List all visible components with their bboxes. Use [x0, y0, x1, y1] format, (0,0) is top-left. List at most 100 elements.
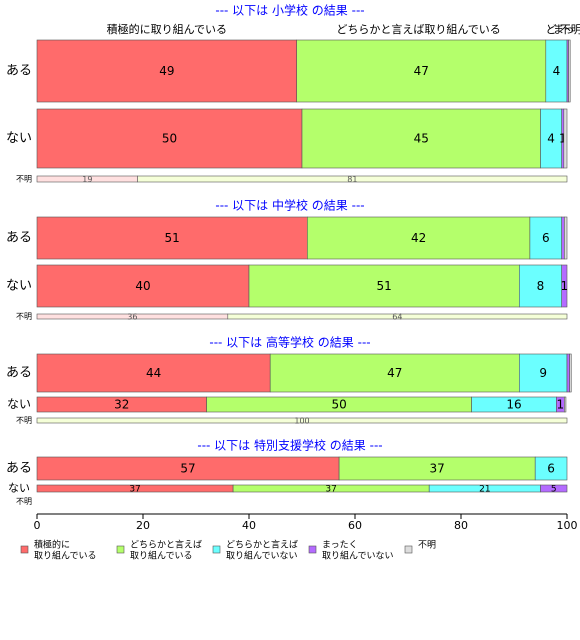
bar-value-label: 1 [561, 279, 569, 293]
bar-segment [36, 108, 303, 169]
bar-value-label: 19 [82, 175, 92, 184]
bar-segment [529, 216, 563, 260]
bar-value-label: 50 [162, 132, 177, 146]
bar-segment [518, 353, 568, 393]
top-category-label: まっ [553, 23, 575, 36]
bar-segment [568, 39, 571, 103]
row-label: 不明 [16, 312, 32, 321]
bar-value-label: 16 [506, 398, 521, 412]
bar-segment [248, 264, 520, 308]
bar-value-label: 37 [325, 485, 336, 495]
bar-value-label: 42 [411, 231, 426, 245]
bar-segment [564, 216, 568, 260]
bar-value-label: 36 [127, 313, 137, 322]
bar-value-label: 32 [114, 398, 129, 412]
bar-value-label: 4 [553, 64, 561, 78]
row-label: ない [7, 397, 31, 411]
row-label: 不明 [16, 497, 32, 506]
row-label: 不明 [16, 175, 32, 184]
bar-segment [227, 313, 568, 320]
bar-value-label: 4 [547, 132, 555, 146]
bar-segment [564, 396, 567, 413]
bar-segment [563, 108, 568, 169]
legend-label: 積極的に [34, 539, 70, 551]
bar-value-label: 50 [331, 398, 346, 412]
row-label: ある [6, 231, 32, 246]
bar-segment [569, 353, 572, 393]
bar-value-label: 37 [129, 485, 140, 495]
bar-value-label: 1 [557, 398, 565, 412]
bar-value-label: 40 [135, 279, 150, 293]
x-axis-tick-label: 60 [348, 519, 362, 532]
legend-label: 取り組んでいる [130, 550, 193, 562]
bar-value-label: 81 [347, 175, 357, 184]
row-label: 不明 [16, 416, 32, 425]
group-title: --- 以下は 高等学校 の結果 --- [209, 335, 370, 350]
bar-value-label: 37 [430, 462, 445, 476]
bar-value-label: 8 [537, 279, 545, 293]
row-label: ない [6, 279, 32, 294]
bar-value-label: 45 [414, 132, 429, 146]
bar-value-label: 47 [387, 366, 402, 380]
legend-label: 取り組んでいない [322, 550, 394, 562]
bar-segment [561, 216, 565, 260]
bar-value-label: 5 [551, 485, 557, 495]
row-label: ない [8, 482, 30, 495]
bar-segment [540, 484, 568, 493]
bar-value-label: 6 [547, 462, 555, 476]
legend-label: どちらかと言えば [226, 539, 298, 551]
legend-swatch [212, 545, 221, 554]
top-category-label: ど [546, 23, 557, 36]
bar-segment [36, 39, 298, 103]
legend-label: 取り組んでいない [226, 550, 298, 562]
bar-segment [566, 353, 570, 393]
bar-value-label: 51 [165, 231, 180, 245]
bar-value-label: 1 [559, 132, 567, 146]
x-axis-tick-label: 100 [557, 519, 578, 532]
group-title: --- 以下は 小学校 の結果 --- [215, 3, 364, 18]
bar-segment [561, 264, 568, 308]
bar-segment [36, 417, 568, 424]
legend-label: 不明 [418, 540, 436, 551]
row-label: ある [6, 461, 32, 476]
bar-segment [518, 264, 562, 308]
x-axis-tick-label: 80 [454, 519, 468, 532]
bar-segment [534, 456, 568, 481]
bar-value-label: 9 [539, 366, 547, 380]
row-label: ある [6, 366, 32, 381]
bar-value-label: 57 [180, 462, 195, 476]
bar-value-label: 100 [294, 417, 309, 426]
bar-segment [296, 39, 547, 103]
group-title: --- 以下は 中学校 の結果 --- [215, 198, 364, 213]
legend-label: 取り組んでいる [34, 550, 97, 562]
x-axis-tick-label: 40 [242, 519, 256, 532]
x-axis-tick-label: 0 [34, 519, 41, 532]
bar-value-label: 49 [159, 64, 174, 78]
bar-segment [36, 264, 250, 308]
legend-label: まったく [322, 540, 358, 551]
row-label: ある [6, 64, 32, 79]
legend-swatch [308, 545, 317, 554]
row-label: ない [6, 131, 32, 146]
bar-value-label: 6 [542, 231, 550, 245]
bar-value-label: 44 [146, 366, 161, 380]
bar-segment [306, 216, 531, 260]
group-title: --- 以下は 特別支援学校 の結果 --- [197, 438, 382, 453]
bar-value-label: 51 [377, 279, 392, 293]
top-category-label: どちらかと言えば取り組んでいる [336, 23, 500, 36]
legend-swatch [404, 545, 413, 554]
bar-segment [137, 175, 568, 183]
bar-value-label: 47 [414, 64, 429, 78]
top-category-label: 不明 [560, 23, 580, 36]
legend-swatch [116, 545, 125, 554]
bar-segment [269, 353, 520, 393]
bar-value-label: 64 [392, 313, 402, 322]
bar-segment [36, 216, 308, 260]
bar-segment [36, 353, 271, 393]
x-axis-tick-label: 20 [136, 519, 150, 532]
legend-label: どちらかと言えば [130, 539, 202, 551]
bar-value-label: 21 [479, 485, 490, 495]
bar-segment [301, 108, 541, 169]
